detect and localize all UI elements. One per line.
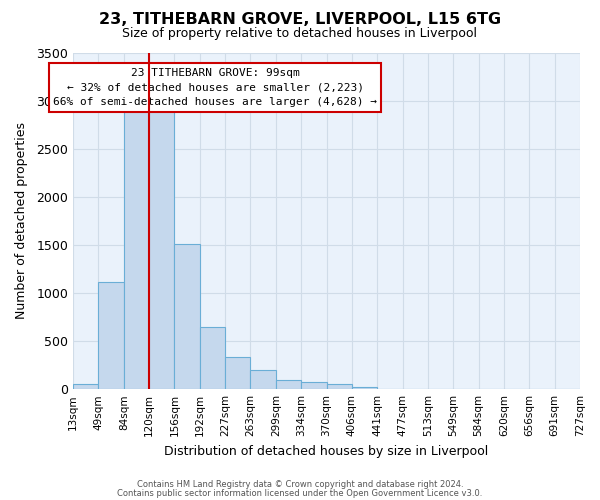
- Bar: [225, 358, 250, 389]
- Bar: [200, 326, 225, 389]
- Bar: [301, 382, 326, 389]
- Text: Contains public sector information licensed under the Open Government Licence v3: Contains public sector information licen…: [118, 488, 482, 498]
- Bar: [175, 244, 200, 389]
- Bar: [98, 282, 124, 389]
- Text: 23 TITHEBARN GROVE: 99sqm
← 32% of detached houses are smaller (2,223)
66% of se: 23 TITHEBARN GROVE: 99sqm ← 32% of detac…: [53, 68, 377, 108]
- Text: Size of property relative to detached houses in Liverpool: Size of property relative to detached ho…: [122, 28, 478, 40]
- Bar: [352, 388, 377, 389]
- Bar: [149, 108, 175, 389]
- X-axis label: Distribution of detached houses by size in Liverpool: Distribution of detached houses by size …: [164, 444, 488, 458]
- Text: Contains HM Land Registry data © Crown copyright and database right 2024.: Contains HM Land Registry data © Crown c…: [137, 480, 463, 489]
- Text: 23, TITHEBARN GROVE, LIVERPOOL, L15 6TG: 23, TITHEBARN GROVE, LIVERPOOL, L15 6TG: [99, 12, 501, 28]
- Bar: [276, 380, 301, 389]
- Bar: [124, 108, 149, 389]
- Bar: [326, 384, 352, 389]
- Y-axis label: Number of detached properties: Number of detached properties: [15, 122, 28, 320]
- Bar: [250, 370, 276, 389]
- Bar: [73, 384, 98, 389]
